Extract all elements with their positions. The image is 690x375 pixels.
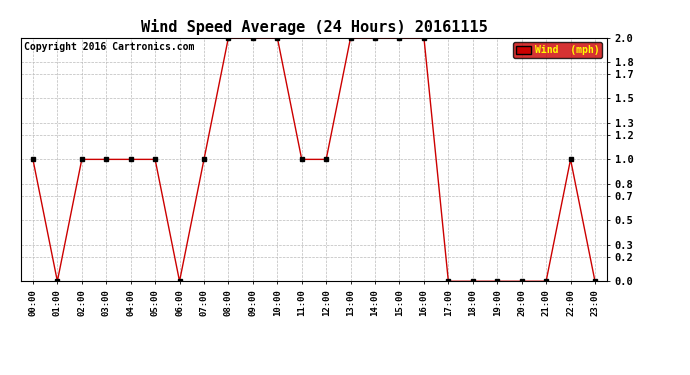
Legend: Wind  (mph): Wind (mph) xyxy=(513,42,602,58)
Text: Copyright 2016 Cartronics.com: Copyright 2016 Cartronics.com xyxy=(23,42,194,52)
Title: Wind Speed Average (24 Hours) 20161115: Wind Speed Average (24 Hours) 20161115 xyxy=(141,19,487,35)
